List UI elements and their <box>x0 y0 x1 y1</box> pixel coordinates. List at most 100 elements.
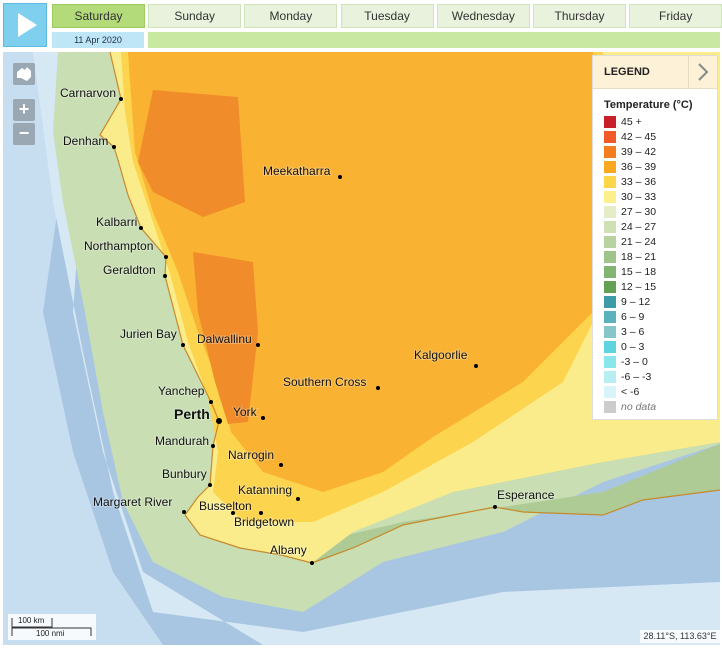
legend-item: 21 – 24 <box>604 235 717 250</box>
place-dot <box>296 497 300 501</box>
day-tab[interactable]: Thursday <box>533 4 626 28</box>
legend-item: -6 – -3 <box>604 370 717 385</box>
place-dot <box>211 444 215 448</box>
place-dot <box>256 343 260 347</box>
legend-swatch <box>604 191 616 203</box>
place-label: Southern Cross <box>283 375 366 389</box>
place-label: Perth <box>174 406 210 422</box>
legend-swatch <box>604 386 616 398</box>
place-dot <box>208 483 212 487</box>
legend-subtitle: Temperature (°C) <box>604 99 693 111</box>
place-dot <box>231 511 235 515</box>
places: Carnarvon Denham Meekatharra Kalbarri Northa… <box>59 85 556 565</box>
legend-item: -3 – 0 <box>604 355 717 370</box>
legend-item: 33 – 36 <box>604 175 717 190</box>
legend-label: 42 – 45 <box>621 131 657 143</box>
legend-items: 45 + 42 – 45 39 – 42 36 – 39 33 – 36 30 – 33 2… <box>593 115 717 415</box>
place-dot <box>112 145 116 149</box>
legend-item: 42 – 45 <box>604 130 717 145</box>
legend-label: 6 – 9 <box>621 311 645 323</box>
place-dot <box>493 505 497 509</box>
legend-label: 36 – 39 <box>621 161 657 173</box>
place-label: York <box>233 405 258 419</box>
legend-item: 27 – 30 <box>604 205 717 220</box>
place-dot <box>139 226 143 230</box>
place-label: Margaret River <box>93 495 172 509</box>
legend-item: no data <box>604 400 717 415</box>
legend-swatch <box>604 356 616 368</box>
day-tab[interactable]: Tuesday <box>340 4 434 28</box>
day-tab[interactable]: Sunday <box>148 4 242 28</box>
legend-label: 21 – 24 <box>621 236 657 248</box>
chevron <box>698 63 709 81</box>
scale-bar: 100 km 100 nmi <box>8 614 96 640</box>
scale-nmi: 100 nmi <box>36 629 65 638</box>
legend-toggle[interactable] <box>688 56 717 88</box>
play-icon <box>18 13 37 37</box>
legend-label: 30 – 33 <box>621 191 657 203</box>
legend-item: 3 – 6 <box>604 325 717 340</box>
play-button[interactable] <box>3 3 47 47</box>
legend-label: 45 + <box>621 116 642 128</box>
legend-swatch <box>604 131 616 143</box>
scale-lines <box>11 618 92 636</box>
near-shore <box>33 52 720 645</box>
scale-km: 100 km <box>18 616 45 625</box>
day-tab[interactable]: Wednesday <box>436 4 530 28</box>
legend-item: 15 – 18 <box>604 265 717 280</box>
zoom-in[interactable]: + <box>13 99 35 121</box>
australia-button[interactable] <box>13 63 35 85</box>
legend-label: < -6 <box>621 386 640 398</box>
place-label: Geraldton <box>103 263 156 277</box>
place-label: Jurien Bay <box>120 327 177 341</box>
place-label: Bunbury <box>162 467 207 481</box>
legend-label: -3 – 0 <box>621 356 648 368</box>
zoom-out[interactable]: − <box>13 123 35 145</box>
place-dot <box>182 510 186 514</box>
place-dot <box>164 255 168 259</box>
coastline <box>99 52 720 564</box>
place-dot <box>181 343 185 347</box>
place-label: Northampton <box>84 239 153 253</box>
place-dot <box>261 416 265 420</box>
legend-swatch <box>604 251 616 263</box>
place-dot <box>279 463 283 467</box>
legend-swatch <box>604 206 616 218</box>
place-dot <box>376 386 380 390</box>
legend-header: LEGEND <box>593 56 717 89</box>
legend-title: LEGEND <box>604 66 650 78</box>
day-tab[interactable]: Monday <box>244 4 338 28</box>
legend-swatch <box>604 146 616 158</box>
legend-item: 45 + <box>604 115 717 130</box>
legend-swatch <box>604 176 616 188</box>
place-dot <box>216 418 222 424</box>
place-label: Esperance <box>497 488 555 502</box>
legend-label: -6 – -3 <box>621 371 652 383</box>
place-dot <box>209 400 213 404</box>
legend-item: 0 – 3 <box>604 340 717 355</box>
day-tab[interactable]: Saturday <box>52 4 145 28</box>
place-dot <box>163 274 167 278</box>
place-dot <box>119 97 123 101</box>
place-label: Katanning <box>238 483 292 497</box>
place-dot <box>474 364 478 368</box>
place-dot <box>259 511 263 515</box>
legend-item: 6 – 9 <box>604 310 717 325</box>
legend-item: 39 – 42 <box>604 145 717 160</box>
australia-icon <box>17 67 31 81</box>
legend-swatch <box>604 311 616 323</box>
place-label: Carnarvon <box>60 86 116 100</box>
place-label: Mandurah <box>155 434 209 448</box>
legend-swatch <box>604 266 616 278</box>
place-dot <box>310 561 314 565</box>
place-label: Denham <box>63 134 108 148</box>
legend-item: 12 – 15 <box>604 280 717 295</box>
day-tab[interactable]: Friday <box>629 4 722 28</box>
place-label: Narrogin <box>228 448 274 462</box>
place-label: Albany <box>270 543 307 557</box>
legend: LEGEND Temperature (°C) 45 + 42 – 45 39 – … <box>592 55 718 420</box>
legend-swatch <box>604 161 616 173</box>
legend-label: 27 – 30 <box>621 206 657 218</box>
legend-label: 15 – 18 <box>621 266 657 278</box>
